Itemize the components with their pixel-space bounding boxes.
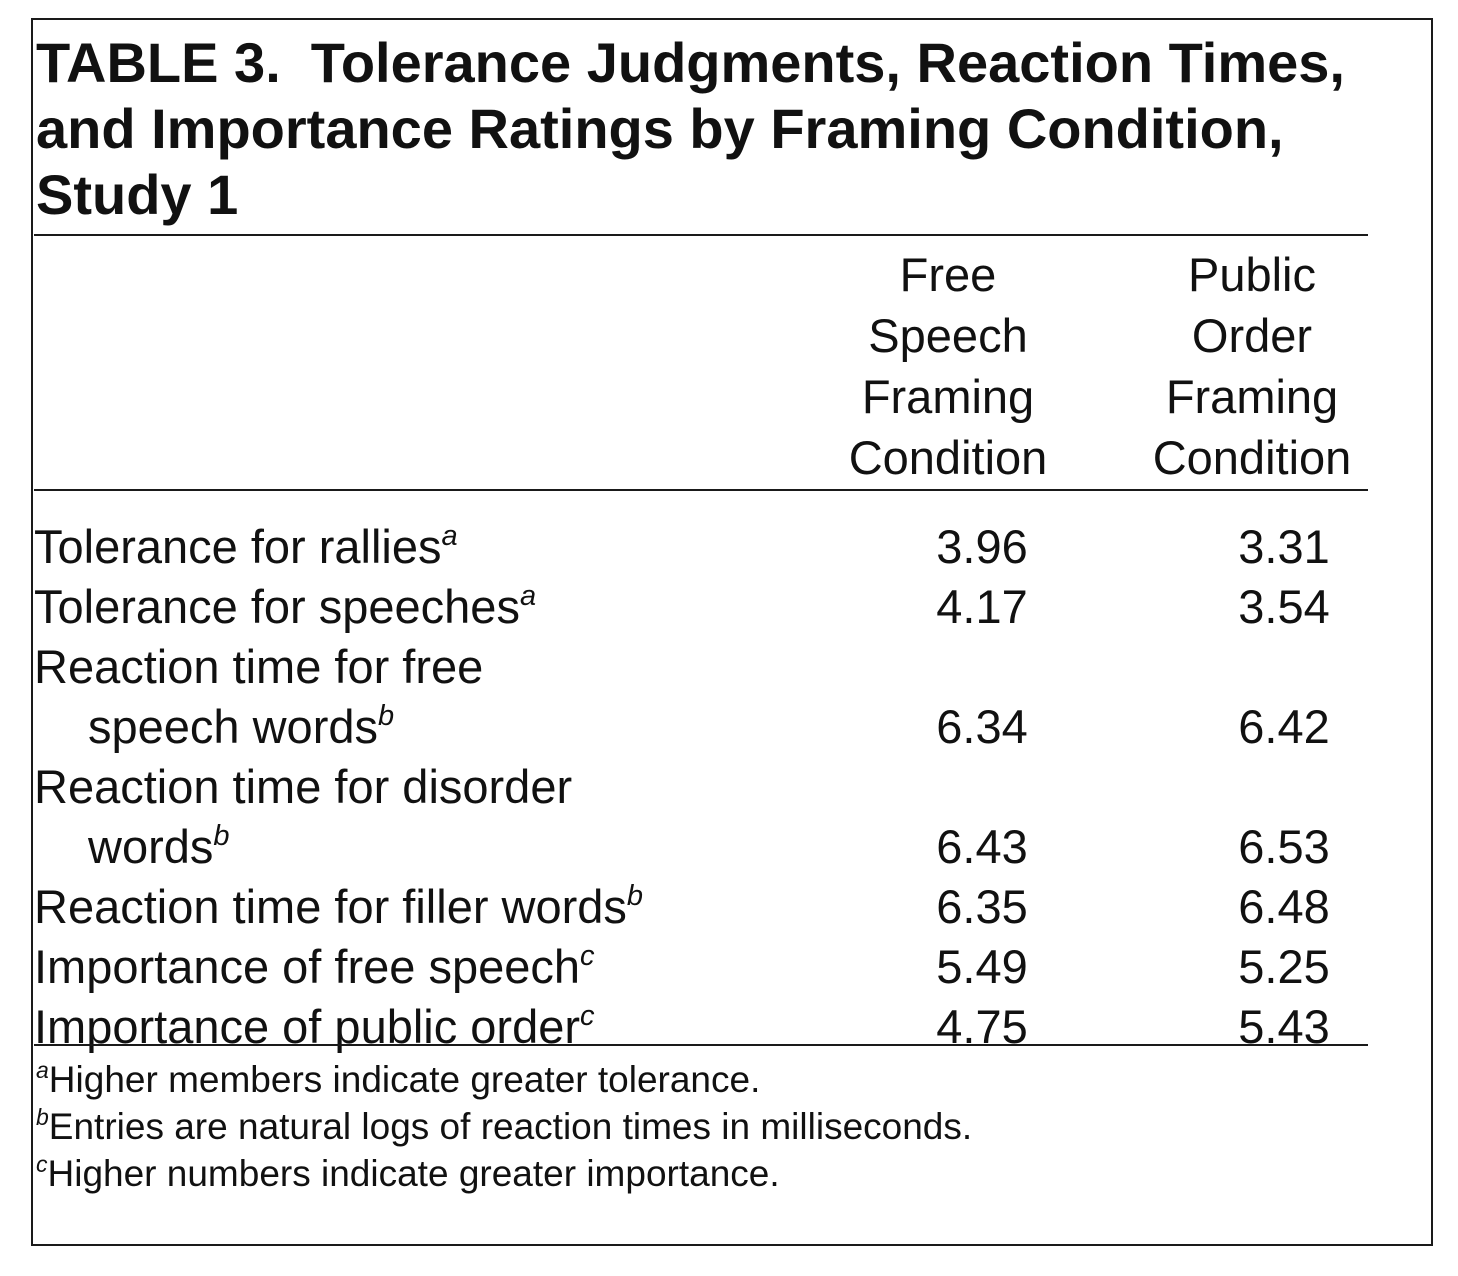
table-note: bEntries are natural logs of reaction ti… [36, 1104, 973, 1148]
value-free-speech: 6.35 [936, 880, 1028, 933]
value-public-order: 5.43 [1238, 1000, 1330, 1053]
column-header-line: Speech [868, 309, 1028, 362]
footnote-marker: c [580, 1000, 595, 1032]
value-free-speech: 6.34 [936, 700, 1028, 753]
footnote-marker: b [626, 880, 644, 912]
table-note: aHigher members indicate greater toleran… [36, 1057, 761, 1101]
row-label: Reaction time for free speech wordsb [34, 640, 484, 753]
row-label: Importance of public orderc [34, 1000, 595, 1053]
column-header-line: Public [1187, 248, 1316, 301]
row-label: Tolerance for speechesa [34, 580, 537, 633]
row-label: Reaction time for filler wordsb [34, 880, 644, 933]
value-public-order: 6.48 [1238, 880, 1330, 933]
footnote-marker: a [519, 580, 537, 612]
table-note: cHigher numbers indicate greater importa… [36, 1151, 780, 1195]
value-free-speech: 6.43 [936, 820, 1028, 873]
note-marker: b [36, 1104, 49, 1130]
note-marker: a [36, 1057, 49, 1083]
table-number: TABLE 3. [36, 31, 281, 94]
value-public-order: 6.42 [1238, 700, 1330, 753]
value-free-speech: 5.49 [936, 940, 1028, 993]
bottom-rule [34, 1044, 1368, 1046]
value-public-order: 5.25 [1238, 940, 1330, 993]
column-header-line: Condition [1152, 431, 1352, 484]
footnote-marker: b [378, 700, 395, 732]
table-frame [31, 18, 1433, 1246]
table-title-text: Tolerance Judgments, Reaction Times, and… [36, 31, 1345, 226]
value-free-speech: 3.96 [936, 520, 1028, 573]
column-header-line: Framing [861, 370, 1035, 423]
row-label: Reaction time for disorder wordsb [34, 760, 573, 873]
table-title: TABLE 3. Tolerance Judgments, Reaction Ti… [36, 30, 1356, 228]
row-label: Tolerance for ralliesa [34, 520, 458, 573]
value-free-speech: 4.75 [936, 1000, 1028, 1053]
column-header-free-speech: Free Speech Framing Condition [808, 244, 1088, 488]
value-public-order: 3.31 [1238, 520, 1330, 573]
header-rule [34, 489, 1368, 491]
row-label: Importance of free speechc [34, 940, 595, 993]
column-header-line: Free [899, 248, 997, 301]
table-notes: aHigher members indicate greater toleran… [36, 1056, 972, 1197]
footnote-marker: c [580, 940, 595, 972]
note-marker: c [36, 1151, 48, 1177]
value-public-order: 6.53 [1238, 820, 1330, 873]
column-header-line: Order [1191, 309, 1313, 362]
footnote-marker: b [213, 820, 230, 852]
value-public-order: 3.54 [1238, 580, 1330, 633]
value-free-speech: 4.17 [936, 580, 1028, 633]
footnote-marker: a [441, 520, 458, 552]
column-header-line: Condition [848, 431, 1048, 484]
column-header-line: Framing [1165, 370, 1339, 423]
column-header-public-order: Public Order Framing Condition [1112, 244, 1392, 488]
top-rule [34, 234, 1368, 236]
